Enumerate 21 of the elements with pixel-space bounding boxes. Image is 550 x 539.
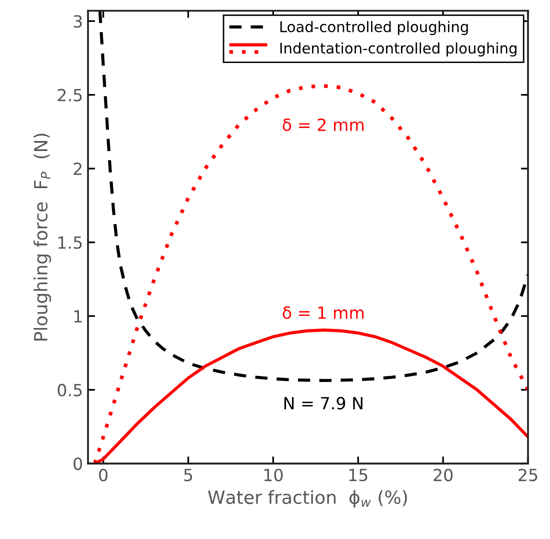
annotation: δ = 1 mm <box>282 306 364 319</box>
x-tick-label: 0 <box>99 468 108 482</box>
x-tick-label: 15 <box>349 468 368 482</box>
y-axis-title: Ploughing force F$_{P}$ (N) <box>34 134 52 340</box>
line-series <box>98 10 528 382</box>
y-tick-label: 2 <box>74 162 82 175</box>
x-tick-label: 10 <box>264 468 283 482</box>
y-tick-label: 3 <box>74 15 82 28</box>
x-tick-label: 25 <box>518 468 538 482</box>
y-tick-label: 0.5 <box>58 384 82 396</box>
legend-label: Indentation-controlled ploughing <box>280 42 516 57</box>
y-tick-label: 1.5 <box>58 236 82 249</box>
annotation: N = 7.9 N <box>284 396 362 410</box>
legend-label: Load-controlled ploughing <box>280 20 468 36</box>
x-axis-title: Water fraction ϕ$_{w}$ (%) <box>208 490 407 508</box>
y-tick-label: 1 <box>74 310 82 322</box>
x-tick-label: 20 <box>434 468 453 482</box>
annotation: δ = 2 mm <box>282 118 364 132</box>
x-tick-label: 5 <box>184 468 192 482</box>
y-tick-label: 2.5 <box>58 88 82 102</box>
y-tick-label: 0 <box>74 458 82 470</box>
